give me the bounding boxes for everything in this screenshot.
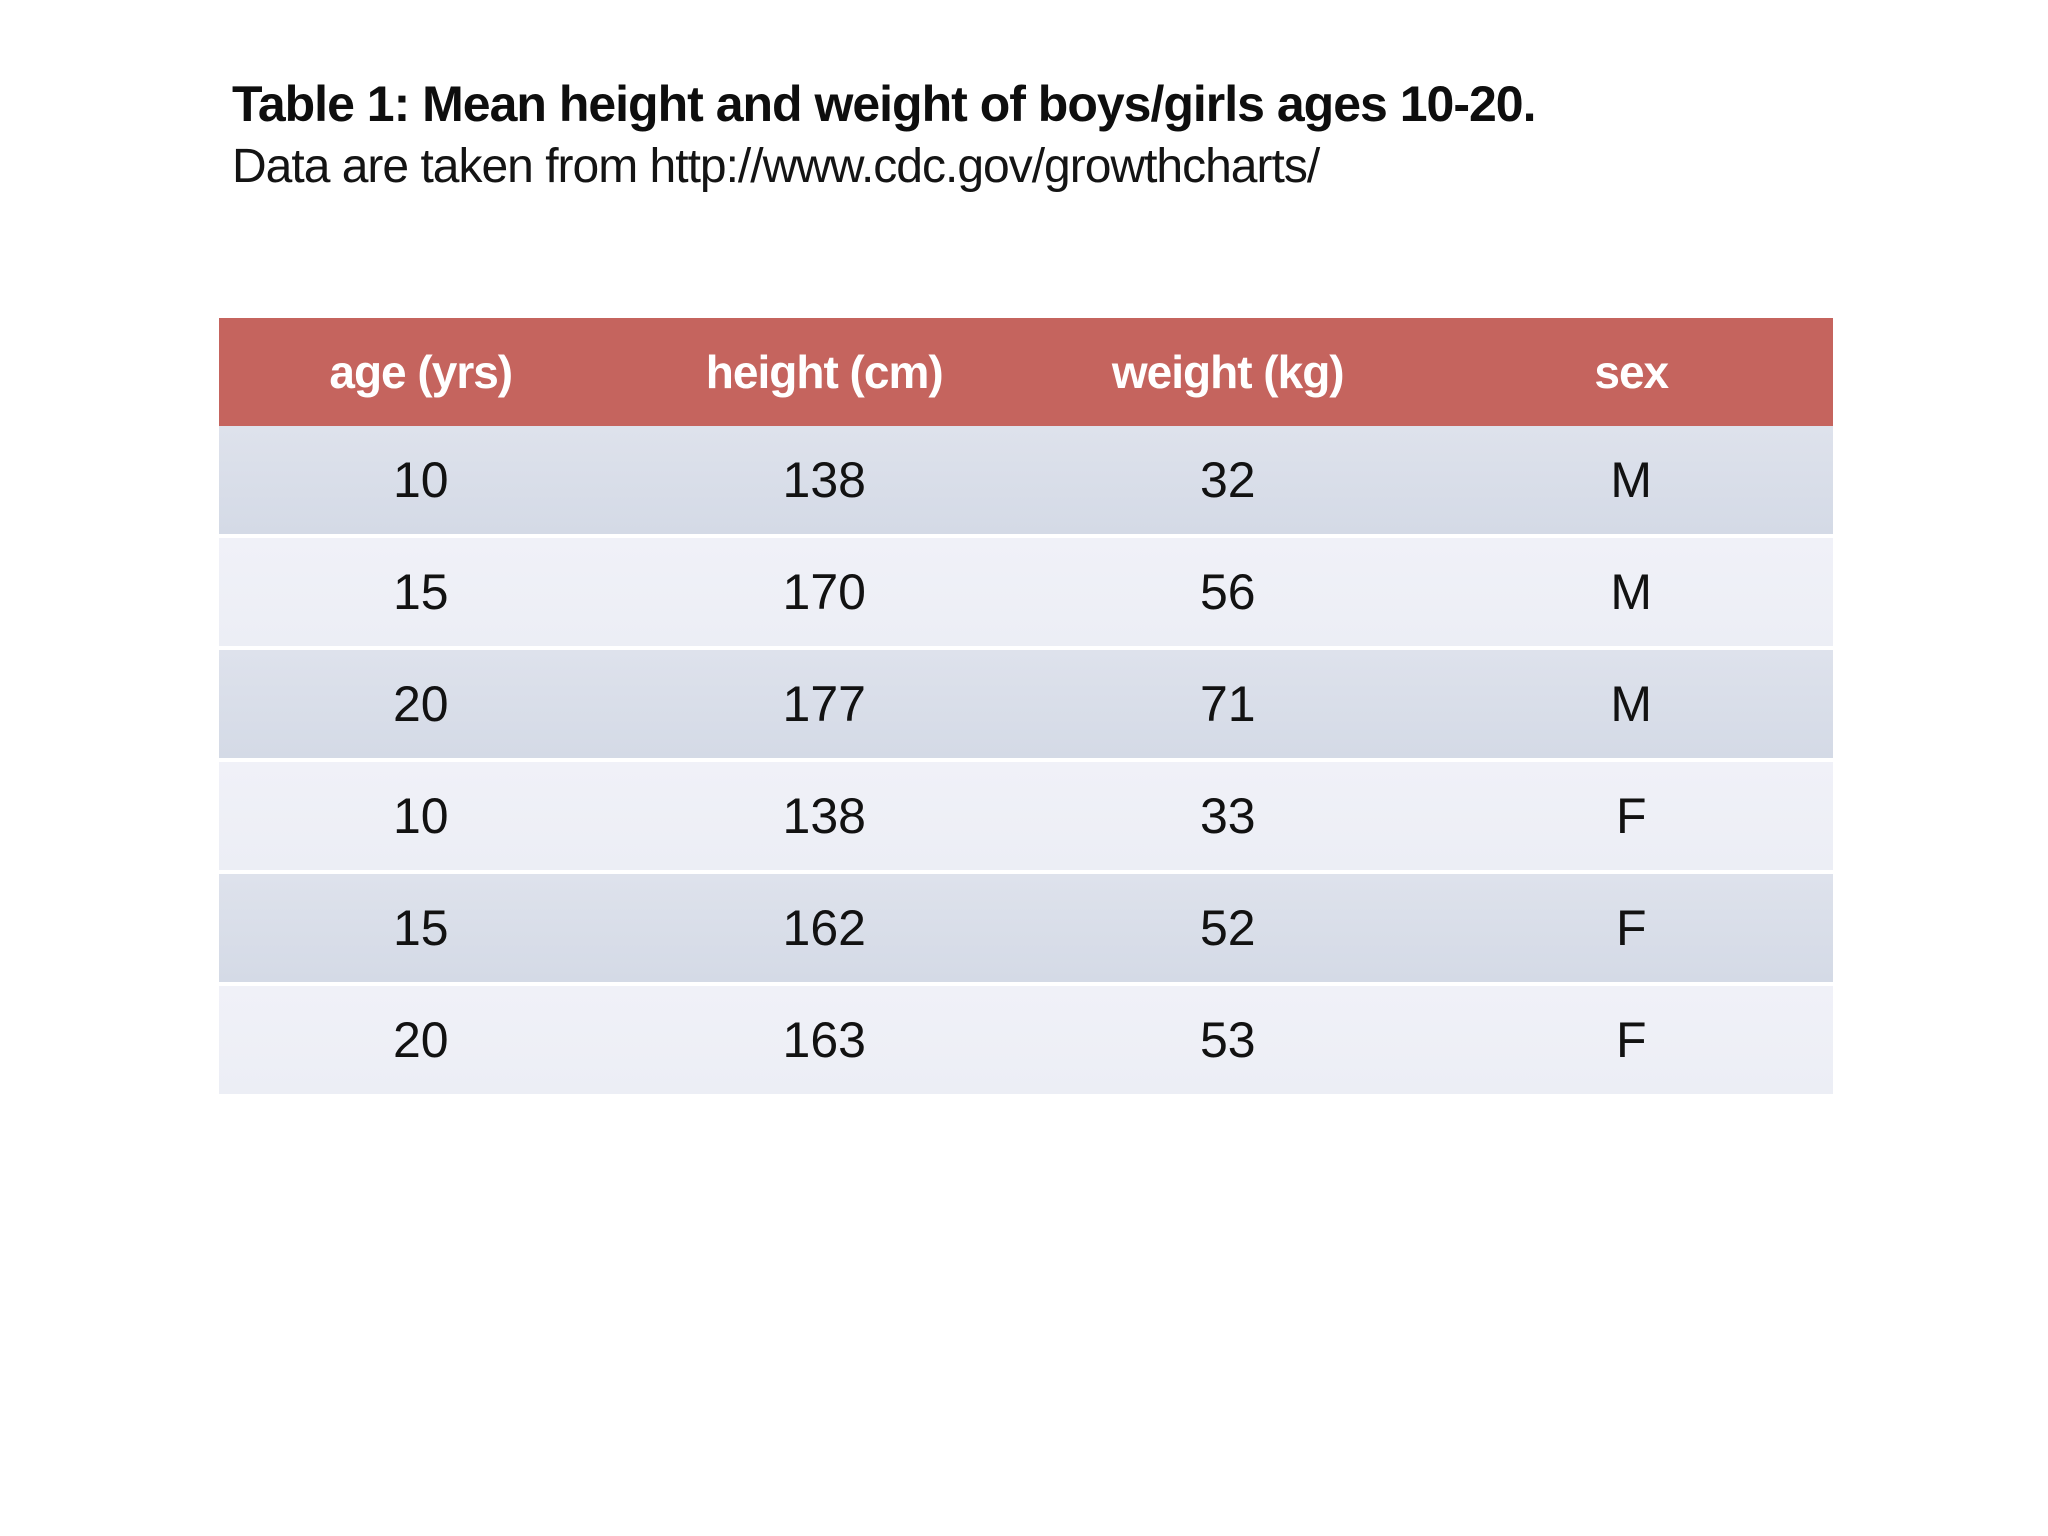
header-row: age (yrs) height (cm) weight (kg) sex bbox=[219, 318, 1833, 426]
table-cell: 56 bbox=[1026, 534, 1430, 646]
table-row: 10 138 33 F bbox=[219, 758, 1833, 870]
table-caption-source: Data are taken from http://www.cdc.gov/g… bbox=[232, 140, 1320, 193]
table-cell: 33 bbox=[1026, 758, 1430, 870]
table-row: 20 177 71 M bbox=[219, 646, 1833, 758]
table-cell: 20 bbox=[219, 982, 623, 1094]
column-header-heightcm: height (cm) bbox=[622, 318, 1026, 426]
table-caption: Table 1: Mean height and weight of boys/… bbox=[232, 72, 1932, 197]
column-header-weightkg: weight (kg) bbox=[1026, 318, 1430, 426]
table-cell: F bbox=[1429, 982, 1833, 1094]
table-row: 20 163 53 F bbox=[219, 982, 1833, 1094]
table-cell: 15 bbox=[219, 870, 623, 982]
table-cell: 20 bbox=[219, 646, 623, 758]
table-header: age (yrs) height (cm) weight (kg) sex bbox=[219, 318, 1833, 426]
table-cell: 138 bbox=[622, 426, 1026, 534]
table-cell: 32 bbox=[1026, 426, 1430, 534]
table-cell: 138 bbox=[622, 758, 1026, 870]
table-row: 10 138 32 M bbox=[219, 426, 1833, 534]
table-row: 15 170 56 M bbox=[219, 534, 1833, 646]
table-cell: M bbox=[1429, 646, 1833, 758]
table-caption-title: Table 1: Mean height and weight of boys/… bbox=[232, 76, 1536, 132]
table-cell: 15 bbox=[219, 534, 623, 646]
table-cell: M bbox=[1429, 426, 1833, 534]
table-cell: 162 bbox=[622, 870, 1026, 982]
table-cell: 170 bbox=[622, 534, 1026, 646]
table-cell: M bbox=[1429, 534, 1833, 646]
table-cell: 52 bbox=[1026, 870, 1430, 982]
table-cell: 10 bbox=[219, 426, 623, 534]
table-cell: 53 bbox=[1026, 982, 1430, 1094]
table-cell: 71 bbox=[1026, 646, 1430, 758]
table-cell: F bbox=[1429, 870, 1833, 982]
table-cell: 163 bbox=[622, 982, 1026, 1094]
table-row: 15 162 52 F bbox=[219, 870, 1833, 982]
table-cell: 10 bbox=[219, 758, 623, 870]
data-table: age (yrs) height (cm) weight (kg) sex 10 138… bbox=[219, 318, 1833, 1094]
column-header-ageyrs: age (yrs) bbox=[219, 318, 623, 426]
column-header-sex: sex bbox=[1429, 318, 1833, 426]
table-body: 10 138 32 M 15 170 56 M 20 177 71 M 10 138 33 F 15 162 52 F… bbox=[219, 426, 1833, 1094]
table-container: age (yrs) height (cm) weight (kg) sex 10 138… bbox=[219, 318, 1833, 1094]
table-cell: F bbox=[1429, 758, 1833, 870]
table-cell: 177 bbox=[622, 646, 1026, 758]
